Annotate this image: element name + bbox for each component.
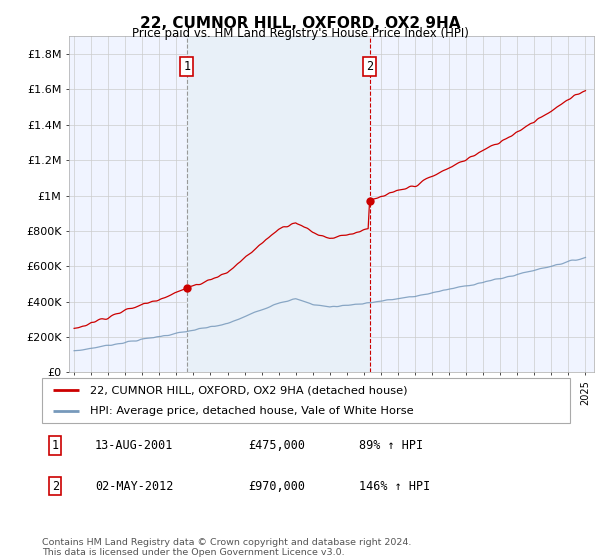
Bar bbox=[187, 36, 370, 372]
Text: Price paid vs. HM Land Registry's House Price Index (HPI): Price paid vs. HM Land Registry's House … bbox=[131, 27, 469, 40]
Text: 146% ↑ HPI: 146% ↑ HPI bbox=[359, 480, 430, 493]
Text: 02-MAY-2012: 02-MAY-2012 bbox=[95, 480, 173, 493]
Text: £475,000: £475,000 bbox=[248, 439, 305, 452]
Text: 1: 1 bbox=[52, 439, 59, 452]
FancyBboxPatch shape bbox=[42, 378, 570, 423]
Text: 2: 2 bbox=[366, 60, 373, 73]
Text: 22, CUMNOR HILL, OXFORD, OX2 9HA: 22, CUMNOR HILL, OXFORD, OX2 9HA bbox=[140, 16, 460, 31]
Text: Contains HM Land Registry data © Crown copyright and database right 2024.
This d: Contains HM Land Registry data © Crown c… bbox=[42, 538, 412, 557]
Text: 1: 1 bbox=[184, 60, 190, 73]
Text: HPI: Average price, detached house, Vale of White Horse: HPI: Average price, detached house, Vale… bbox=[89, 405, 413, 416]
Text: £970,000: £970,000 bbox=[248, 480, 305, 493]
Text: 89% ↑ HPI: 89% ↑ HPI bbox=[359, 439, 423, 452]
Text: 22, CUMNOR HILL, OXFORD, OX2 9HA (detached house): 22, CUMNOR HILL, OXFORD, OX2 9HA (detach… bbox=[89, 385, 407, 395]
Text: 13-AUG-2001: 13-AUG-2001 bbox=[95, 439, 173, 452]
Text: 2: 2 bbox=[52, 480, 59, 493]
